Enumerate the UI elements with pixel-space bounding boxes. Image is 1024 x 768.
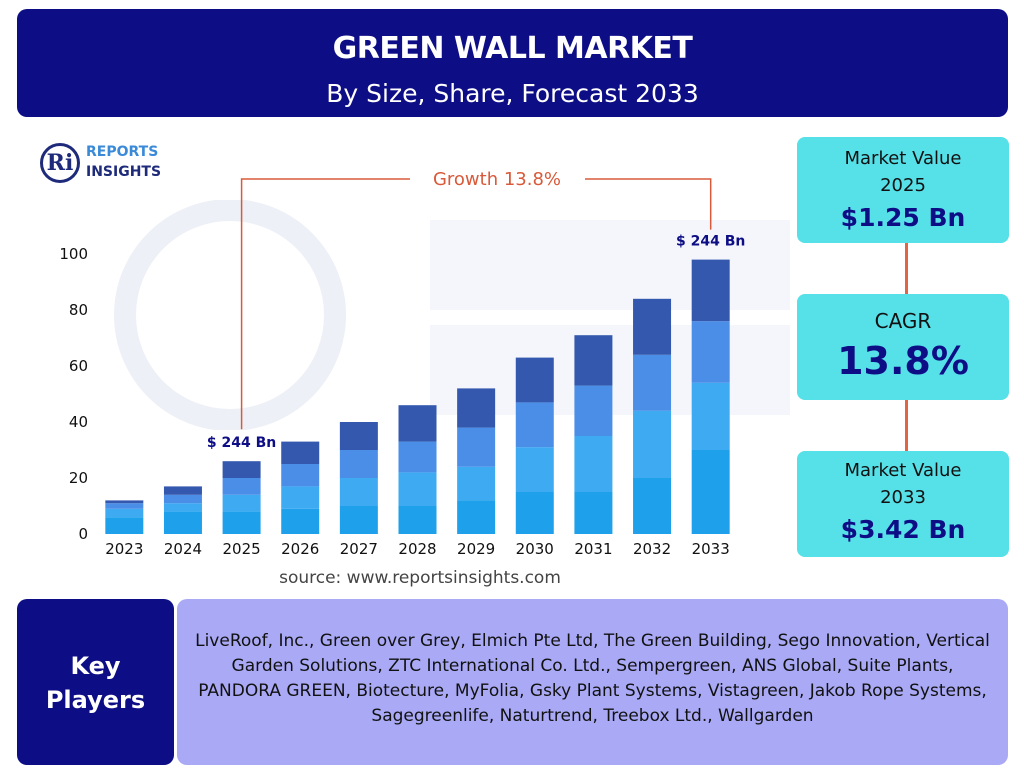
market-value-2033-card: Market Value 2033 $3.42 Bn — [797, 451, 1009, 557]
bar-segment — [633, 410, 672, 478]
bar-segment — [457, 427, 496, 467]
bar-segment — [691, 450, 730, 534]
bar-segment — [574, 335, 613, 386]
y-tick-label: 20 — [69, 469, 88, 487]
x-tick-label: 2024 — [164, 540, 202, 558]
bar-segment — [633, 478, 672, 534]
x-tick-label: 2031 — [574, 540, 612, 558]
bar-segment — [515, 492, 554, 534]
bar-segment — [574, 436, 613, 492]
bar-segment — [398, 506, 437, 534]
page-title: GREEN WALL MARKET — [332, 31, 693, 66]
end-value-label: $ 244 Bn — [676, 234, 745, 250]
bar-segment — [457, 500, 496, 534]
bar-segment — [691, 382, 730, 450]
growth-label: Growth 13.8% — [433, 169, 561, 190]
bar-segment — [574, 492, 613, 534]
bar-segment — [105, 500, 144, 504]
y-tick-label: 0 — [78, 525, 88, 543]
bar-segment — [515, 357, 554, 403]
start-value-label: $ 244 Bn — [207, 435, 276, 451]
bar-segment — [163, 503, 202, 512]
header-banner: GREEN WALL MARKET By Size, Share, Foreca… — [17, 9, 1008, 117]
bar-segment — [633, 298, 672, 355]
company-logo: Ri REPORTS INSIGHTS — [40, 141, 180, 186]
market-value-2025-value: $1.25 Bn — [840, 203, 966, 232]
x-tick-label: 2025 — [222, 540, 260, 558]
x-tick-label: 2027 — [340, 540, 378, 558]
y-tick-label: 60 — [69, 357, 88, 375]
bar-segment — [163, 494, 202, 504]
bar-segment — [339, 450, 378, 478]
logo-line2: INSIGHTS — [86, 164, 162, 180]
x-tick-label: 2023 — [105, 540, 143, 558]
market-value-2033-label: Market Value 2033 — [844, 460, 962, 508]
bar-segment — [515, 447, 554, 492]
bar-segment — [105, 503, 144, 509]
bar-segment — [339, 506, 378, 534]
bar-segment — [163, 511, 202, 534]
bar-segment — [163, 486, 202, 495]
key-players-heading-box: Key Players — [17, 599, 174, 765]
bar-segment — [633, 354, 672, 411]
source-note: source: www.reportsinsights.com — [279, 568, 561, 588]
market-value-2033-value: $3.42 Bn — [840, 515, 966, 544]
bar-segment — [339, 422, 378, 450]
bar-segment — [222, 478, 261, 495]
logo-line1: REPORTS — [86, 144, 159, 160]
bar-segment — [105, 508, 144, 518]
bar-segment — [398, 441, 437, 473]
logo-mark-icon: Ri — [40, 143, 80, 183]
bar-segment — [691, 321, 730, 383]
bar-segment — [105, 517, 144, 534]
logo-text: REPORTS INSIGHTS — [86, 142, 161, 182]
page-subtitle: By Size, Share, Forecast 2033 — [326, 79, 699, 108]
growth-bracket-right — [585, 178, 712, 230]
y-tick-label: 40 — [69, 413, 88, 431]
bar-segment — [222, 494, 261, 512]
bar-segment — [515, 402, 554, 448]
bar-segment — [222, 511, 261, 534]
cagr-label: CAGR — [874, 309, 932, 333]
card-connector-2 — [905, 400, 908, 451]
bar-segment — [457, 466, 496, 501]
bar-segment — [281, 441, 320, 464]
y-tick-label: 80 — [69, 301, 88, 319]
bar-segment — [222, 461, 261, 478]
cagr-card: CAGR 13.8% — [797, 294, 1009, 400]
bar-segment — [457, 388, 496, 428]
key-players-heading: Key Players — [17, 649, 174, 717]
bar-chart: 0 20 40 60 80 100 2023 2024 2025 2026 2027 2028 2029… — [59, 169, 745, 558]
bar-segment — [398, 405, 437, 442]
x-tick-label: 2033 — [692, 540, 730, 558]
market-value-2025-label: Market Value 2025 — [844, 148, 962, 196]
x-tick-label: 2030 — [516, 540, 554, 558]
bar-segment — [281, 486, 320, 509]
bar-segment — [281, 508, 320, 534]
cagr-value: 13.8% — [837, 339, 969, 383]
x-tick-label: 2026 — [281, 540, 319, 558]
key-players-heading-line1: Key — [70, 652, 121, 680]
x-tick-label: 2029 — [457, 540, 495, 558]
bar-segment — [398, 472, 437, 506]
y-tick-label: 100 — [59, 245, 88, 263]
key-players-heading-line2: Players — [45, 686, 146, 714]
bar-segment — [574, 385, 613, 436]
market-value-2025-card: Market Value 2025 $1.25 Bn — [797, 137, 1009, 243]
bar-segment — [691, 259, 730, 322]
key-players-list: LiveRoof, Inc., Green over Grey, Elmich … — [195, 631, 990, 726]
growth-bracket-left — [240, 178, 410, 430]
key-players-list-box: LiveRoof, Inc., Green over Grey, Elmich … — [177, 599, 1008, 765]
bar-segment — [281, 464, 320, 487]
x-tick-label: 2028 — [398, 540, 436, 558]
x-tick-label: 2032 — [633, 540, 671, 558]
bar-segment — [339, 478, 378, 506]
card-connector-1 — [905, 243, 908, 294]
